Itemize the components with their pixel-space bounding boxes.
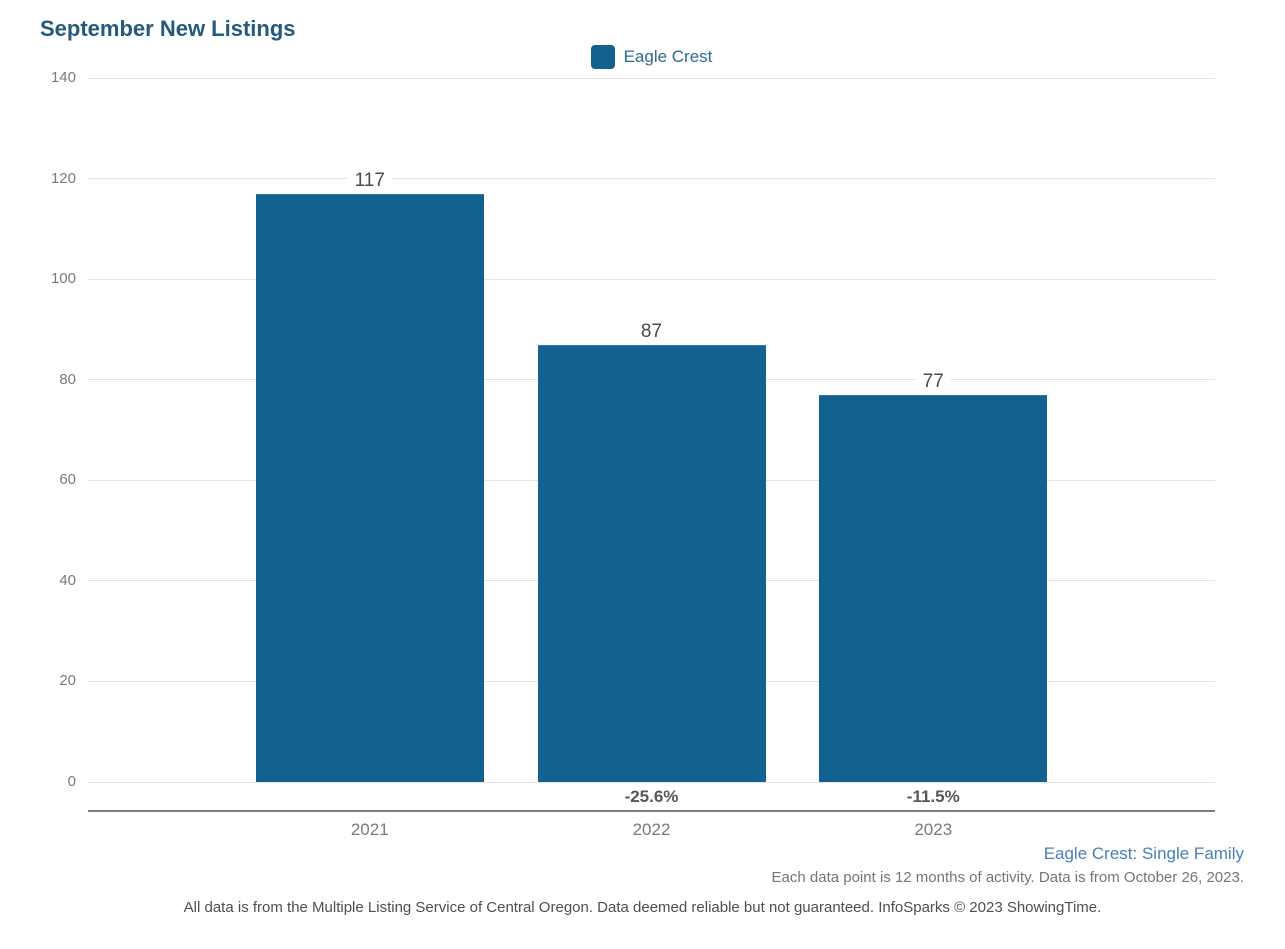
- gridline: [88, 781, 1215, 783]
- pct-change-label: -25.6%: [624, 787, 679, 806]
- page-title: September New Listings: [40, 16, 296, 41]
- plot-area: 117 87 77: [88, 77, 1215, 783]
- y-tick-label: 20: [59, 672, 76, 690]
- y-tick-label: 100: [50, 270, 76, 288]
- y-tick-label: 80: [59, 370, 76, 388]
- bar-2021[interactable]: [255, 193, 484, 782]
- bar-value-label: 117: [347, 169, 392, 192]
- series-footnote[interactable]: Eagle Crest: Single Family: [1043, 844, 1244, 863]
- gridline: [88, 278, 1215, 280]
- x-tick-label: 2023: [914, 820, 953, 839]
- gridline: [88, 178, 1215, 180]
- pct-change-label: -11.5%: [906, 787, 960, 806]
- x-tick-label: 2022: [632, 820, 671, 839]
- legend: Eagle Crest: [88, 45, 1215, 69]
- y-tick-label: 60: [59, 471, 76, 489]
- data-footnote: Each data point is 12 months of activity…: [771, 869, 1244, 886]
- x-axis: 2021 -25.6% 2022 -11.5% 2023: [88, 782, 1215, 842]
- legend-label[interactable]: Eagle Crest: [623, 47, 713, 66]
- bar-value-label: 87: [633, 320, 670, 343]
- gridline: [88, 77, 1215, 79]
- bar-2023[interactable]: [819, 394, 1048, 782]
- y-tick-label: 0: [67, 773, 76, 790]
- bar-2022[interactable]: [537, 344, 766, 782]
- disclaimer: All data is from the Multiple Listing Se…: [183, 899, 1102, 916]
- y-tick-label: 40: [59, 571, 76, 589]
- y-tick-label: 140: [50, 69, 76, 86]
- y-tick-label: 120: [50, 169, 76, 187]
- legend-swatch-icon[interactable]: [590, 45, 615, 69]
- y-axis: 0 20 40 60 80 100 120 140: [0, 70, 80, 790]
- x-tick-label: 2021: [350, 820, 389, 839]
- bar-value-label: 77: [915, 370, 951, 393]
- x-axis-line: [88, 810, 1215, 812]
